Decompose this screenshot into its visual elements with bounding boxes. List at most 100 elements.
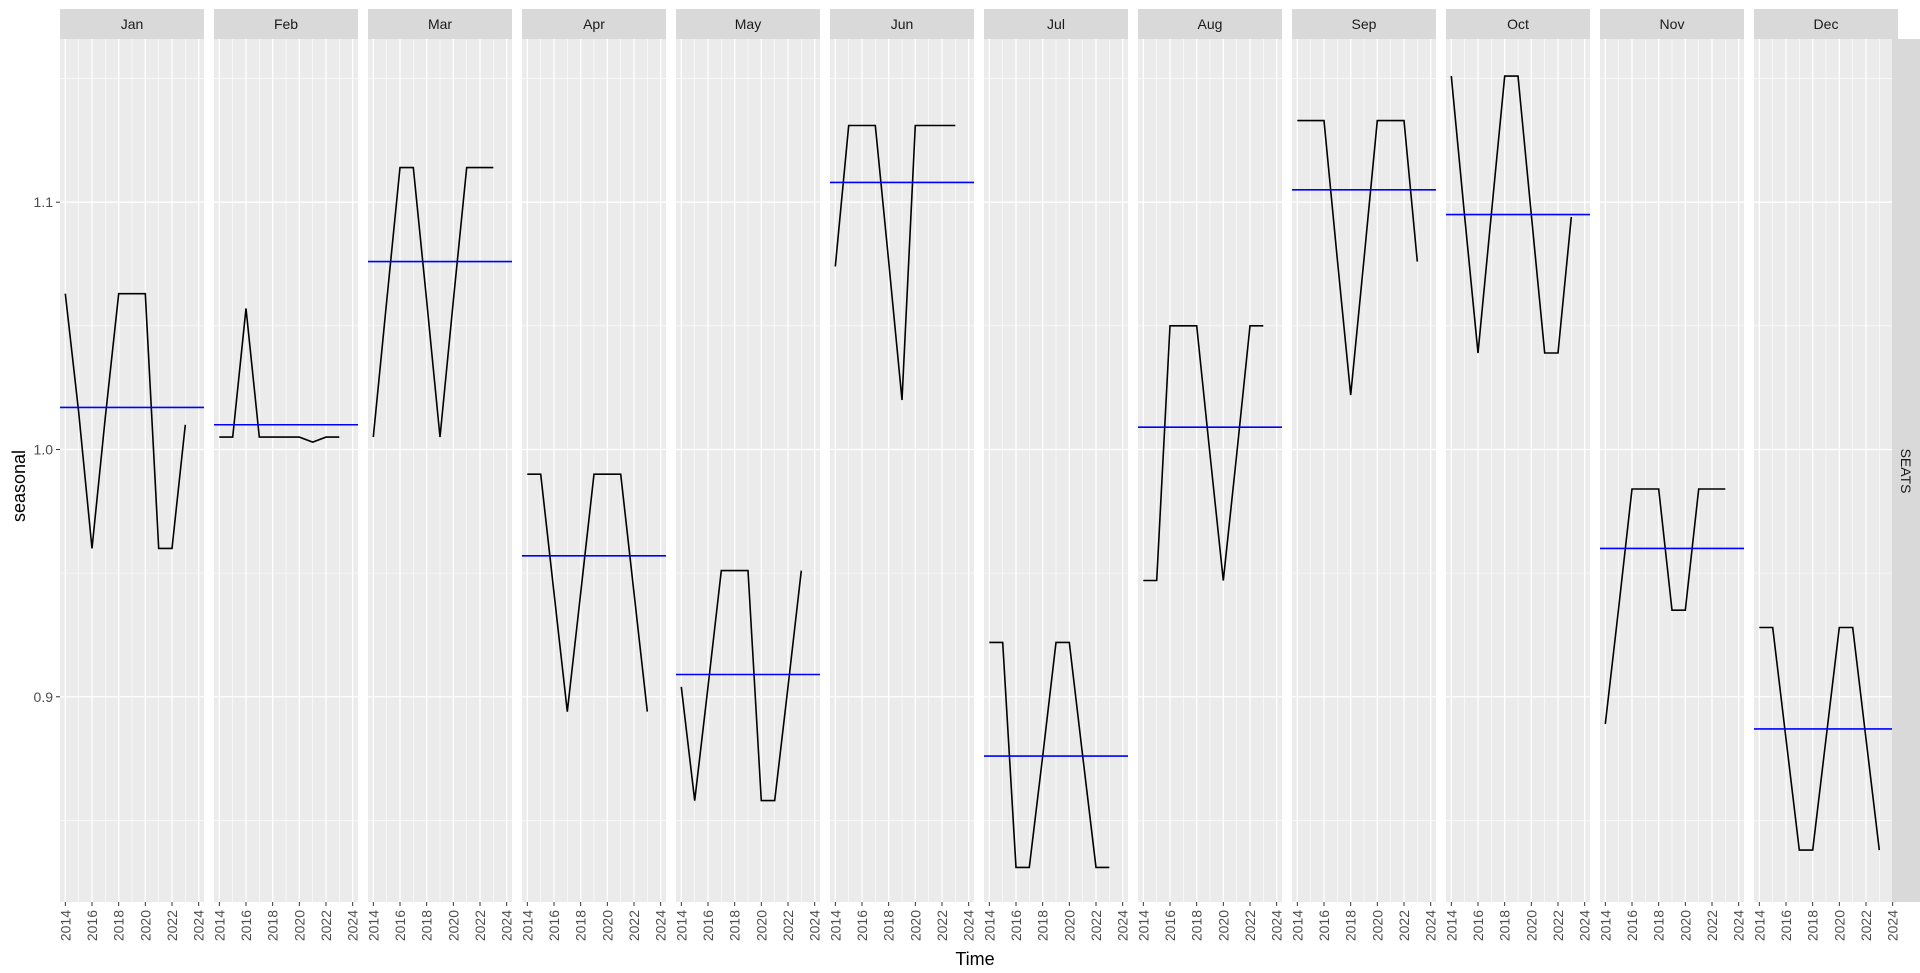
- x-tick-label: 2014: [57, 910, 73, 941]
- y-axis: 0.9 1.0 1.1: [34, 194, 60, 705]
- x-tick-label: 2024: [1731, 910, 1747, 941]
- x-tick-label: 2022: [1396, 910, 1412, 941]
- strip-dec: [1754, 9, 1898, 39]
- x-tick-label: 2018: [727, 910, 743, 941]
- x-tick-label: 2024: [499, 910, 515, 941]
- strip-jun: [830, 9, 974, 39]
- x-tick-label: 2018: [265, 910, 281, 941]
- panel-aug: Aug: [1138, 9, 1282, 902]
- x-tick-label: 2020: [1523, 910, 1539, 941]
- x-tick-label: 2016: [84, 910, 100, 941]
- x-tick-label: 2020: [1369, 910, 1385, 941]
- x-tick-label: 2018: [1651, 910, 1667, 941]
- x-tick-label: 2014: [1443, 910, 1459, 941]
- strip-label-sep: Sep: [1352, 16, 1377, 32]
- panel-sep: Sep: [1292, 9, 1436, 902]
- x-tick-label: 2014: [1751, 910, 1767, 941]
- x-tick-label: 2022: [1550, 910, 1566, 941]
- strip-label-feb: Feb: [274, 16, 298, 32]
- series-line-may: [680, 569, 803, 802]
- x-tick-label: 2024: [1269, 910, 1285, 941]
- x-tick-label: 2024: [1577, 910, 1593, 941]
- x-tick-label: 2014: [981, 910, 997, 941]
- x-tick-label: 2014: [1289, 910, 1305, 941]
- strip-label-jan: Jan: [121, 16, 144, 32]
- strip-aug: [1138, 9, 1282, 39]
- strip-label-nov: Nov: [1660, 16, 1685, 32]
- row-strip-label: SEATS: [1898, 449, 1914, 494]
- y-tick-label: 0.9: [34, 689, 54, 705]
- strip-label-oct: Oct: [1507, 16, 1529, 32]
- x-tick-label: 2016: [238, 910, 254, 941]
- x-tick-label: 2018: [111, 910, 127, 941]
- x-tick-label: 2018: [1035, 910, 1051, 941]
- strip-label-jun: Jun: [891, 16, 914, 32]
- x-tick-label: 2014: [211, 910, 227, 941]
- x-tick-label: 2014: [827, 910, 843, 941]
- x-tick-label: 2024: [1423, 910, 1439, 941]
- x-tick-label: 2014: [1597, 910, 1613, 941]
- x-tick-label: 2022: [1858, 910, 1874, 941]
- strip-label-jul: Jul: [1047, 16, 1065, 32]
- strip-jan: [60, 9, 204, 39]
- panel-jan: Jan: [60, 9, 204, 902]
- x-tick-label: 2022: [318, 910, 334, 941]
- facet-panels: Jan Feb Mar Apr May Jun Jul Aug Sep Oct Nov Dec: [60, 9, 1898, 902]
- strip-label-mar: Mar: [428, 16, 452, 32]
- panel-jun: Jun: [830, 9, 974, 902]
- panel-may: May: [676, 9, 820, 902]
- x-tick-label: 2022: [164, 910, 180, 941]
- x-tick-label: 2022: [626, 910, 642, 941]
- x-tick-label: 2016: [1316, 910, 1332, 941]
- x-tick-label: 2014: [673, 910, 689, 941]
- strip-mar: [368, 9, 512, 39]
- x-tick-label: 2016: [1778, 910, 1794, 941]
- x-tick-label: 2014: [365, 910, 381, 941]
- strip-nov: [1600, 9, 1744, 39]
- x-tick-label: 2018: [1497, 910, 1513, 941]
- x-tick-label: 2018: [1805, 910, 1821, 941]
- series-line-mar: [372, 166, 494, 438]
- series-line-oct: [1450, 75, 1573, 354]
- panel-feb: Feb: [214, 9, 358, 902]
- x-tick-label: 2016: [1008, 910, 1024, 941]
- series-line-sep: [1297, 119, 1419, 396]
- series-line-dec: [1759, 626, 1881, 851]
- x-axis-title: Time: [955, 949, 994, 969]
- row-strip-background: [1892, 39, 1920, 902]
- x-tick-label: 2024: [653, 910, 669, 941]
- x-tick-label: 2020: [907, 910, 923, 941]
- panel-jul: Jul: [984, 9, 1128, 902]
- x-tick-label: 2020: [445, 910, 461, 941]
- x-tick-label: 2016: [854, 910, 870, 941]
- x-tick-label: 2020: [599, 910, 615, 941]
- x-tick-label: 2024: [807, 910, 823, 941]
- x-tick-label: 2016: [392, 910, 408, 941]
- x-tick-label: 2014: [1135, 910, 1151, 941]
- strip-label-aug: Aug: [1198, 16, 1223, 32]
- x-tick-label: 2022: [472, 910, 488, 941]
- panel-mar: Mar: [368, 9, 512, 902]
- x-tick-label: 2024: [1115, 910, 1131, 941]
- panel-apr: Apr: [522, 9, 666, 902]
- series-line-apr: [527, 473, 649, 712]
- x-tick-label: 2016: [546, 910, 562, 941]
- x-tick-label: 2024: [191, 910, 207, 941]
- x-tick-label: 2022: [780, 910, 796, 941]
- x-tick-label: 2020: [753, 910, 769, 941]
- x-tick-label: 2016: [700, 910, 716, 941]
- strip-label-dec: Dec: [1814, 16, 1839, 32]
- panel-dec: Dec: [1754, 9, 1898, 902]
- series-line-jan: [64, 292, 187, 550]
- x-tick-label: 2020: [1215, 910, 1231, 941]
- row-strip: SEATS: [1892, 39, 1920, 902]
- x-tick-label: 2022: [1704, 910, 1720, 941]
- x-tick-label: 2024: [345, 910, 361, 941]
- strip-oct: [1446, 9, 1590, 39]
- strip-apr: [522, 9, 666, 39]
- x-tick-label: 2018: [1343, 910, 1359, 941]
- y-axis-title: seasonal: [9, 450, 29, 522]
- x-tick-label: 2022: [1088, 910, 1104, 941]
- y-tick-label: 1.0: [34, 441, 54, 457]
